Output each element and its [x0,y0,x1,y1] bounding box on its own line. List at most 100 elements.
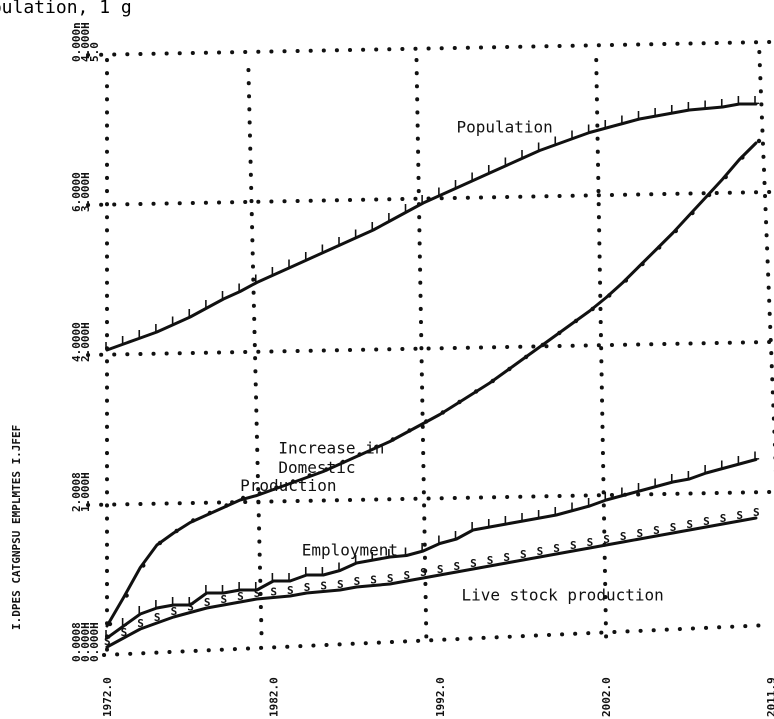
data-point: L [254,273,261,286]
x-tick-labels: 1972.0 1982.0 1992.0 2002.0 2011.9 [101,677,774,717]
data-point: L [320,243,327,256]
data-point [440,410,446,415]
data-point: L [603,118,610,131]
data-point: L [753,94,760,107]
data-point: L [653,477,660,490]
annotation-label: Live stock production [461,586,663,605]
data-point [523,354,529,360]
data-point: S [503,551,510,564]
data-point: S [753,506,760,519]
data-point: L [487,163,494,176]
x-tick-label: 2011.9 [765,677,774,717]
data-point: L [670,472,677,485]
data-point: L [736,94,743,107]
data-point: S [121,626,128,639]
data-point [540,342,545,348]
hgrid-line-2 [86,340,772,357]
data-point: L [287,258,294,271]
data-point: L [570,501,577,514]
data-point: L [137,604,144,617]
data-point [607,293,612,298]
data-point [224,503,229,508]
data-point: L [270,265,277,278]
data-point: L [121,334,128,347]
data-point: L [337,561,344,574]
data-point: L [620,486,627,499]
data-point [357,452,362,457]
gridlines [86,40,774,660]
data-point: L [437,186,444,199]
data-point [257,491,262,496]
data-point [740,155,745,160]
data-point [324,467,329,472]
data-point [157,540,163,546]
data-point: L [637,481,644,494]
data-point: S [653,524,660,537]
data-point [706,192,712,198]
data-point: L [720,459,727,472]
data-point [290,479,296,484]
data-point [557,330,562,336]
data-point [390,437,396,442]
series-employment: LLL L L LL L L LL L L L LL L L L LL LL L L L L L L L L L L L L L L L L L [104,450,760,642]
data-point: L [354,228,361,241]
data-point: S [603,533,610,546]
data-point: L [204,298,211,311]
data-point [124,593,129,598]
data-point: S [404,569,411,582]
data-point: S [320,580,327,593]
data-point: L [753,450,760,463]
data-point: L [670,103,677,116]
x-tick-label: 1982.0 [267,677,280,717]
y-tick-label: 2.000H [79,322,92,362]
data-point [573,318,579,324]
data-point: L [420,193,427,206]
data-point: L [354,553,361,566]
data-point: S [537,545,544,558]
data-point: S [487,554,494,567]
data-point: L [204,583,211,596]
data-point: L [503,156,510,169]
data-point [756,138,762,144]
data-point: L [270,571,277,584]
annotation-label: Employment [302,541,398,560]
data-point [673,228,678,234]
data-point [473,389,479,394]
annotation-label: Increase in [278,439,384,458]
data-point: S [620,530,627,543]
data-point [340,459,346,465]
data-point: S [587,536,594,549]
data-point: L [404,546,411,559]
data-point: L [337,235,344,248]
data-point [240,495,246,501]
data-point [374,444,379,450]
data-point: L [154,598,161,611]
series-line-population [105,102,758,352]
data-point [640,261,645,267]
y-tick-label: 4.000H [79,22,92,62]
y-tick-label: 0.000H [79,622,92,662]
data-point: L [620,114,627,127]
data-point: S [470,557,477,570]
data-point: L [470,171,477,184]
data-point: L [537,508,544,521]
data-point: L [587,123,594,136]
data-point: L [370,220,377,233]
y-tick-label: 0.000H [88,622,101,662]
data-point: S [220,593,227,606]
data-point [141,563,146,568]
y-tick-labels: 0.00080.000H0.000H2.00081.000H4.00002.00… [70,22,101,662]
data-point: L [404,202,411,215]
hgrid-line-4 [86,40,772,57]
data-point: L [437,534,444,547]
data-point: L [237,580,244,593]
data-point: S [154,611,161,624]
data-point [723,174,728,180]
data-point: L [237,282,244,295]
data-point: L [587,496,594,509]
hgrid-line-3 [86,190,772,207]
data-point: L [304,565,311,578]
data-point: L [720,97,727,110]
